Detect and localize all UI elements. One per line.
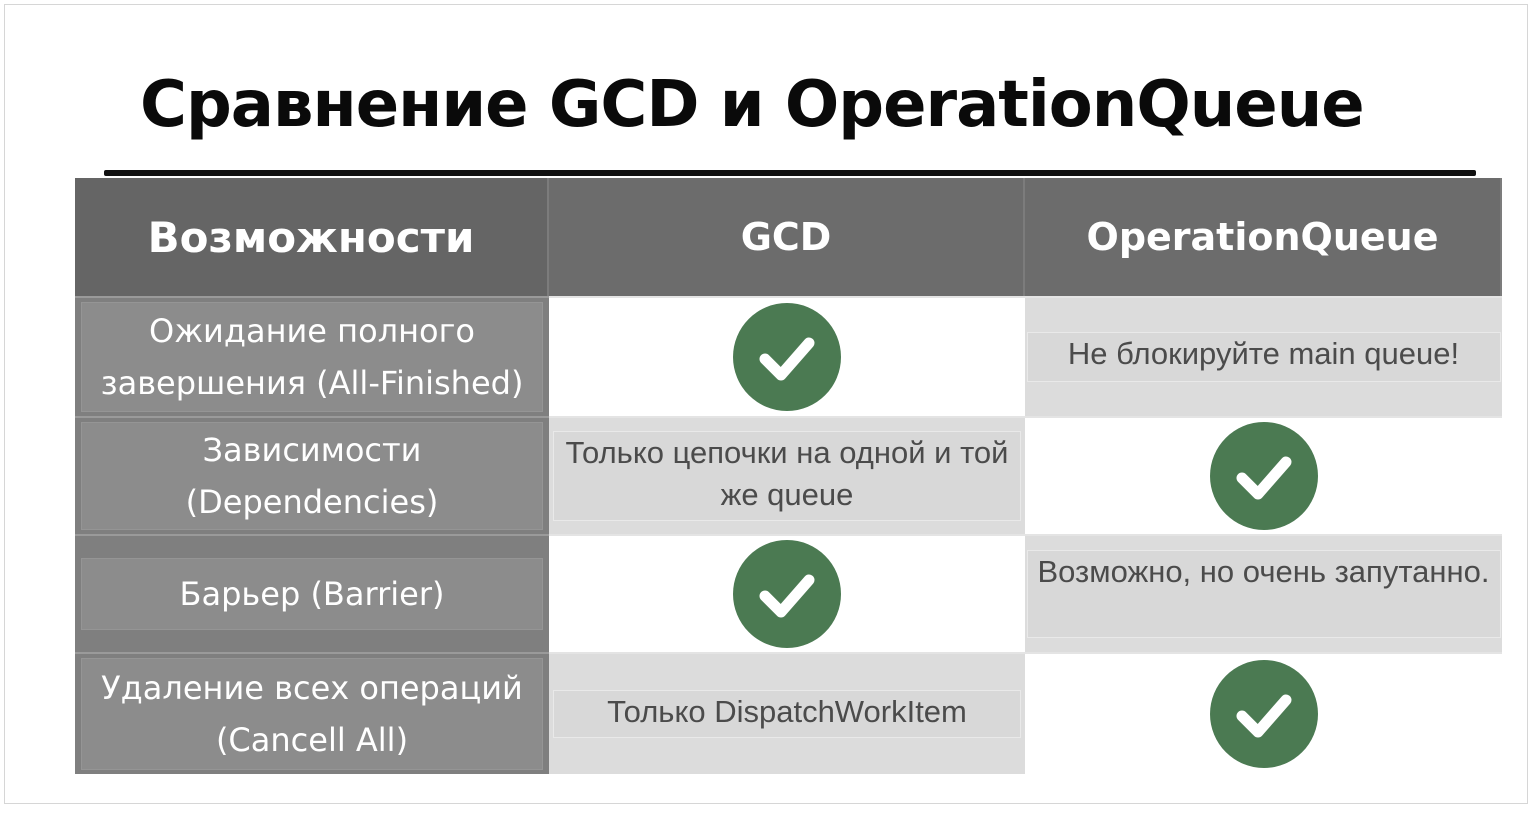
operationqueue-cell: Не блокируйте main queue! <box>1025 296 1502 416</box>
comparison-table: Возможности GCD OperationQueue Ожидание … <box>75 178 1502 774</box>
feature-label: Ожидание полного завершения (All-Finishe… <box>81 302 543 412</box>
gcd-cell: Только цепочки на одной и той же queue <box>549 416 1025 534</box>
operationqueue-cell <box>1025 652 1502 774</box>
gcd-cell <box>549 296 1025 416</box>
title-underline <box>104 170 1476 176</box>
header-gcd: GCD <box>549 178 1025 296</box>
check-icon <box>733 540 841 648</box>
feature-label: Барьер (Barrier) <box>81 558 543 630</box>
gcd-cell <box>549 534 1025 652</box>
feature-cell: Ожидание полного завершения (All-Finishe… <box>75 296 549 416</box>
check-icon <box>1209 660 1318 768</box>
feature-cell: Барьер (Barrier) <box>75 534 549 652</box>
header-features: Возможности <box>75 178 549 296</box>
header-operationqueue: OperationQueue <box>1025 178 1502 296</box>
operationqueue-cell: Возможно, но очень запутанно. <box>1025 534 1502 652</box>
operationqueue-cell <box>1025 416 1502 534</box>
slide-title: Сравнение GCD и OperationQueue <box>140 68 1365 142</box>
feature-cell: Удаление всех операций (Cancell All) <box>75 652 549 774</box>
feature-label: Зависимости (Dependencies) <box>81 422 543 530</box>
feature-cell: Зависимости (Dependencies) <box>75 416 549 534</box>
note-text: Только DispatchWorkItem <box>553 690 1021 738</box>
check-icon <box>1209 422 1318 530</box>
note-text: Не блокируйте main queue! <box>1026 332 1501 382</box>
check-icon <box>733 303 841 411</box>
feature-label: Удаление всех операций (Cancell All) <box>81 658 543 770</box>
gcd-cell: Только DispatchWorkItem <box>549 652 1025 774</box>
note-text: Возможно, но очень запутанно. <box>1026 550 1501 638</box>
note-text: Только цепочки на одной и той же queue <box>553 431 1021 521</box>
